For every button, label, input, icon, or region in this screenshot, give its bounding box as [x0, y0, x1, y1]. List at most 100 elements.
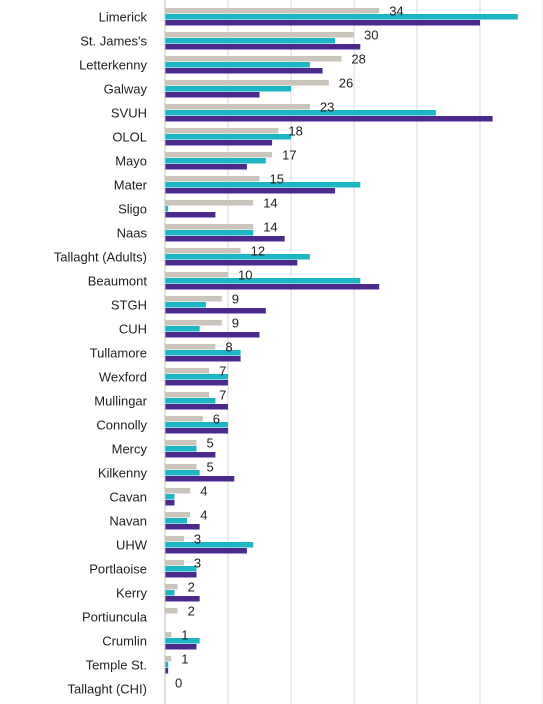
bar	[165, 470, 200, 476]
bar	[165, 590, 175, 596]
bar	[165, 368, 210, 374]
bar	[165, 302, 206, 308]
value-label: 17	[282, 147, 296, 162]
value-label: 1	[181, 651, 188, 666]
category-label: Connolly	[96, 417, 147, 432]
bar	[165, 278, 361, 284]
bar	[165, 344, 216, 350]
bar	[165, 584, 178, 590]
category-label: Cavan	[109, 489, 147, 504]
category-label: Navan	[109, 513, 147, 528]
bar	[165, 182, 361, 188]
bar	[165, 320, 222, 326]
bar	[165, 260, 298, 266]
bar	[165, 152, 273, 158]
value-label: 6	[213, 411, 220, 426]
category-label: Mercy	[112, 441, 148, 456]
bar	[165, 494, 175, 500]
bar	[165, 224, 254, 230]
category-label: Portiuncula	[82, 609, 148, 624]
bar	[165, 104, 310, 110]
category-label: Mullingar	[94, 393, 147, 408]
bar	[165, 62, 310, 68]
bar	[165, 8, 380, 14]
bar	[165, 608, 178, 614]
category-label: Tallaght (CHI)	[68, 681, 147, 696]
bar	[165, 80, 329, 86]
bar	[165, 446, 197, 452]
value-label: 8	[225, 339, 232, 354]
bar	[165, 374, 228, 380]
bar	[165, 254, 310, 260]
bar	[165, 44, 361, 50]
value-label: 5	[207, 435, 214, 450]
category-label: Beaumont	[88, 273, 148, 288]
value-label: 26	[339, 75, 353, 90]
bar	[165, 488, 191, 494]
bar	[165, 68, 323, 74]
category-label: Mayo	[115, 153, 147, 168]
bar	[165, 464, 197, 470]
value-label: 30	[364, 27, 378, 42]
bar	[165, 188, 336, 194]
value-label: 9	[232, 315, 239, 330]
bar	[165, 86, 291, 92]
bar	[165, 356, 241, 362]
bar	[165, 518, 188, 524]
bar	[165, 398, 216, 404]
category-label: CUH	[119, 321, 147, 336]
value-label: 18	[288, 123, 302, 138]
category-label: UHW	[116, 537, 148, 552]
bar	[165, 272, 228, 278]
bar	[165, 638, 200, 644]
bar	[165, 158, 266, 164]
value-label: 12	[251, 243, 265, 258]
category-label: St. James's	[80, 33, 147, 48]
bar	[165, 212, 216, 218]
bar	[165, 332, 260, 338]
category-label: Kilkenny	[98, 465, 148, 480]
bar	[165, 200, 254, 206]
value-label: 4	[200, 507, 207, 522]
bar	[165, 326, 200, 332]
bar	[165, 548, 247, 554]
bar	[165, 452, 216, 458]
value-label: 15	[270, 171, 284, 186]
bar	[165, 92, 260, 98]
bar	[165, 392, 210, 398]
bar	[165, 500, 175, 506]
category-label: Wexford	[99, 369, 147, 384]
bar	[165, 536, 184, 542]
category-label: OLOL	[112, 129, 147, 144]
bar	[165, 656, 172, 662]
category-label: Sligo	[118, 201, 147, 216]
bar	[165, 596, 200, 602]
value-label: 28	[351, 51, 365, 66]
category-label: Portlaoise	[89, 561, 147, 576]
bar	[165, 134, 291, 140]
value-label: 3	[194, 555, 201, 570]
category-label: Kerry	[116, 585, 148, 600]
bar	[165, 644, 197, 650]
category-label: Tullamore	[90, 345, 147, 360]
value-label: 14	[263, 195, 277, 210]
bar	[165, 236, 285, 242]
value-label: 5	[207, 459, 214, 474]
bar	[165, 38, 336, 44]
bar	[165, 350, 241, 356]
bar	[165, 572, 197, 578]
bar	[165, 128, 279, 134]
category-label: Limerick	[99, 9, 148, 24]
bar	[165, 476, 235, 482]
bar	[165, 428, 228, 434]
bar	[165, 32, 354, 38]
value-label: 10	[238, 267, 252, 282]
value-label: 34	[389, 3, 403, 18]
value-label: 1	[181, 627, 188, 642]
value-label: 7	[219, 387, 226, 402]
bar	[165, 176, 260, 182]
category-label: STGH	[111, 297, 147, 312]
bar	[165, 440, 197, 446]
bar	[165, 380, 228, 386]
